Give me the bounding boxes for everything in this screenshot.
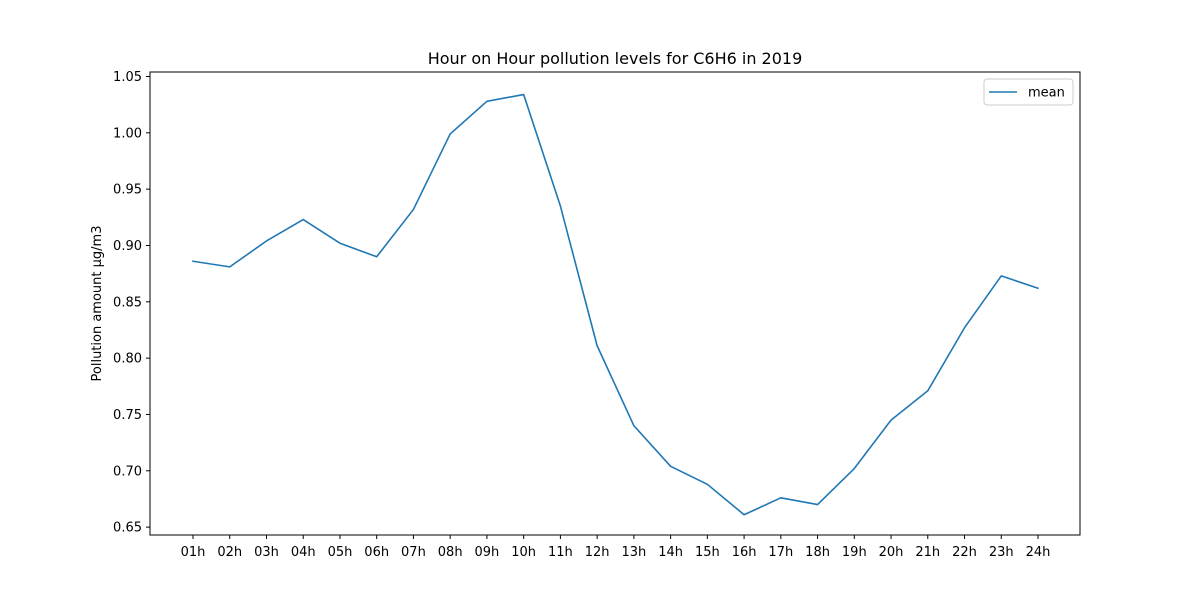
- x-tick-label: 19h: [842, 545, 867, 560]
- x-tick-label: 21h: [915, 545, 940, 560]
- x-tick-label: 08h: [438, 545, 463, 560]
- x-tick-label: 06h: [364, 545, 389, 560]
- y-tick-label: 0.95: [113, 183, 142, 198]
- plot-area: 0.65 0.70 0.75 0.80 0.85 0.90 0.95 1.00 1.05 01h 0…: [113, 70, 1080, 560]
- y-tick-label: 0.75: [113, 408, 142, 423]
- y-tick-label: 0.80: [113, 352, 142, 367]
- x-tick-label: 18h: [805, 545, 830, 560]
- y-axis-label: Pollution amount µg/m3: [90, 226, 105, 382]
- x-tick-label: 24h: [1026, 545, 1051, 560]
- x-tick-label: 14h: [658, 545, 683, 560]
- chart-title: Hour on Hour pollution levels for C6H6 i…: [428, 49, 803, 68]
- x-tick-label: 13h: [621, 545, 646, 560]
- x-tick-label: 02h: [217, 545, 242, 560]
- legend-label: mean: [1028, 86, 1065, 101]
- x-tick-label: 04h: [291, 545, 316, 560]
- series-line-mean: [193, 95, 1038, 515]
- y-tick-label: 1.00: [113, 126, 142, 141]
- x-tick-label: 16h: [732, 545, 757, 560]
- x-tick-label: 23h: [989, 545, 1014, 560]
- x-tick-label: 07h: [401, 545, 426, 560]
- x-tick-label: 15h: [695, 545, 720, 560]
- y-tick-label: 1.05: [113, 70, 142, 85]
- plot-frame: [150, 72, 1080, 535]
- x-tick-label: 12h: [585, 545, 610, 560]
- y-tick-label: 0.85: [113, 295, 142, 310]
- x-tick-label: 17h: [768, 545, 793, 560]
- x-tick-label: 09h: [475, 545, 500, 560]
- x-tick-label: 22h: [952, 545, 977, 560]
- y-tick-label: 0.70: [113, 464, 142, 479]
- x-tick-label: 03h: [254, 545, 279, 560]
- y-tick-label: 0.65: [113, 521, 142, 536]
- x-tick-label: 20h: [879, 545, 904, 560]
- x-tick-label: 10h: [511, 545, 536, 560]
- x-tick-label: 05h: [328, 545, 353, 560]
- y-tick-label: 0.90: [113, 239, 142, 254]
- x-tick-label: 01h: [181, 545, 206, 560]
- x-tick-label: 11h: [548, 545, 573, 560]
